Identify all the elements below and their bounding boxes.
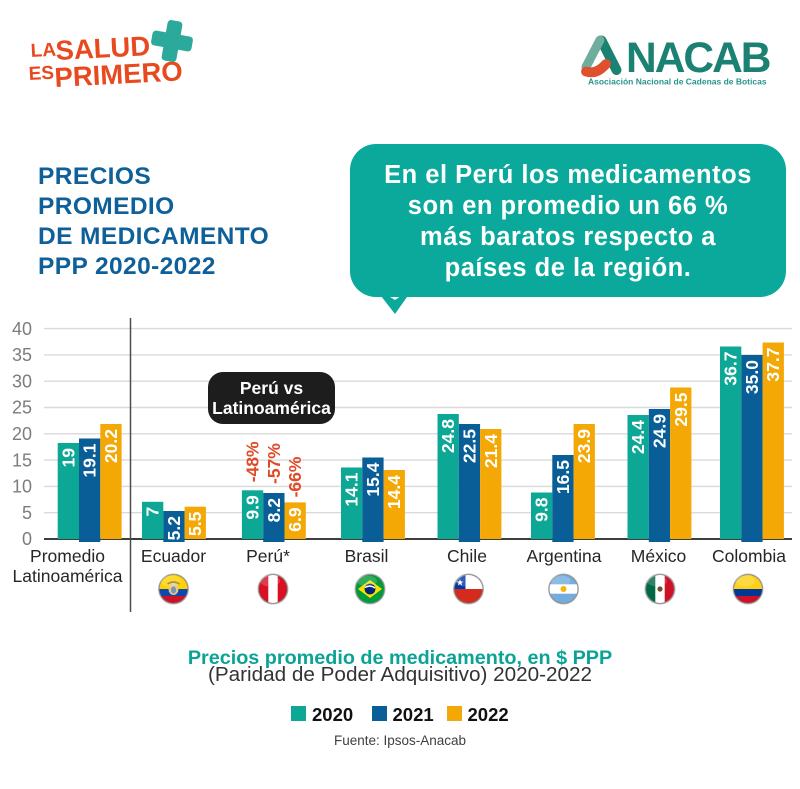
svg-text:19.1: 19.1 [80,443,100,477]
svg-text:México: México [631,546,686,566]
svg-text:Promedio: Promedio [30,546,105,566]
svg-text:36.7: 36.7 [721,352,741,386]
svg-text:Ecuador: Ecuador [141,546,206,566]
svg-text:Brasil: Brasil [345,546,389,566]
svg-text:30: 30 [12,371,32,391]
svg-text:-48%: -48% [243,441,263,482]
svg-text:24.8: 24.8 [438,419,458,453]
svg-text:NACAB: NACAB [626,35,770,82]
svg-text:5.2: 5.2 [164,516,184,541]
svg-text:Perú*: Perú* [246,546,290,566]
svg-text:Argentina: Argentina [527,546,602,566]
svg-text:37.7: 37.7 [763,348,783,382]
svg-text:Chile: Chile [447,546,487,566]
svg-text:PRIMERO: PRIMERO [54,55,184,93]
svg-text:SALUD: SALUD [55,30,151,66]
svg-text:22.5: 22.5 [459,429,479,463]
svg-text:19: 19 [58,448,78,468]
svg-text:9.8: 9.8 [532,497,552,522]
svg-text:35: 35 [12,345,32,365]
svg-text:-66%: -66% [285,456,305,497]
svg-text:ES: ES [28,63,54,85]
svg-text:Colombia: Colombia [712,546,786,566]
svg-text:14.1: 14.1 [342,472,362,506]
svg-text:7: 7 [143,507,163,517]
svg-text:21.4: 21.4 [481,434,501,468]
svg-text:Latinoamérica: Latinoamérica [13,566,123,586]
svg-text:24.9: 24.9 [649,414,669,448]
svg-text:6.9: 6.9 [285,507,305,532]
svg-text:LA: LA [30,40,57,62]
svg-text:15: 15 [12,450,32,470]
svg-text:20.2: 20.2 [101,429,121,463]
svg-text:10: 10 [12,477,32,497]
svg-text:5: 5 [22,503,32,523]
svg-text:0: 0 [22,529,32,549]
svg-text:23.9: 23.9 [574,429,594,463]
svg-text:24.4: 24.4 [628,420,648,454]
svg-text:8.2: 8.2 [264,498,284,523]
svg-text:14.4: 14.4 [384,475,404,509]
svg-text:20: 20 [12,424,32,444]
svg-text:25: 25 [12,398,32,418]
svg-text:★: ★ [456,578,464,588]
svg-text:9.9: 9.9 [243,495,263,520]
svg-text:5.5: 5.5 [185,511,205,536]
svg-text:40: 40 [12,319,32,339]
svg-text:-57%: -57% [264,443,284,484]
svg-text:29.5: 29.5 [671,392,691,426]
svg-text:Asociación Nacional de Cadenas: Asociación Nacional de Cadenas de Botica… [588,77,767,87]
svg-text:15.4: 15.4 [363,462,383,496]
svg-text:16.5: 16.5 [553,460,573,494]
svg-text:35.0: 35.0 [742,360,762,394]
